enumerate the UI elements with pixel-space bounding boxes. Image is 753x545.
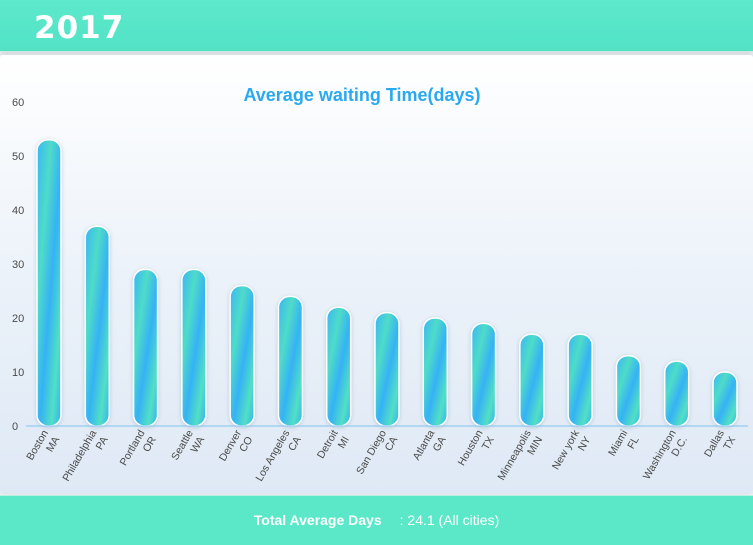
bar: [712, 371, 738, 427]
y-tick-label: 60: [12, 97, 24, 109]
y-tick-label: 50: [12, 151, 24, 163]
x-tick-city: Philadelphia: [60, 428, 99, 484]
bar: [519, 333, 545, 427]
bar: [663, 360, 690, 427]
year-title: 2017: [34, 10, 125, 46]
total-average-label: Total Average Days: [253, 512, 382, 528]
bar: [277, 295, 304, 427]
bar: [567, 333, 593, 427]
bar: [181, 268, 207, 427]
bar: [84, 225, 111, 427]
header-bar: 2017: [0, 0, 753, 52]
bar: [325, 306, 352, 427]
footer-summary: Total Average Days : 24.1 (All cities): [0, 512, 753, 528]
bar: [374, 311, 400, 427]
y-tick-label: 10: [12, 367, 24, 379]
x-tick-city: Minneapolis: [495, 428, 533, 483]
bar: [132, 268, 159, 427]
bar: [36, 139, 62, 427]
chart-title: Average waiting Time(days): [243, 85, 480, 105]
y-tick-label: 30: [12, 259, 24, 271]
x-tick-state: TX: [480, 435, 497, 453]
x-tick-state: TX: [721, 435, 738, 453]
bar: [422, 317, 449, 427]
x-tick-state: MI: [336, 435, 352, 451]
x-tick-state: FL: [625, 434, 642, 451]
bar: [470, 322, 497, 427]
x-tick-city: San Diego: [354, 428, 389, 477]
y-tick-label: 20: [12, 313, 24, 325]
y-tick-label: 0: [12, 421, 18, 433]
x-tick-state: PA: [94, 435, 111, 452]
total-average-value: : 24.1 (All cities): [399, 512, 500, 528]
footer-bar: Total Average Days : 24.1 (All cities): [0, 495, 753, 545]
x-tick-city: Los Angeles: [253, 428, 292, 484]
bar: [615, 355, 642, 427]
x-tick-city: New york: [550, 427, 583, 472]
bar: [229, 284, 255, 427]
y-tick-label: 40: [12, 205, 24, 217]
